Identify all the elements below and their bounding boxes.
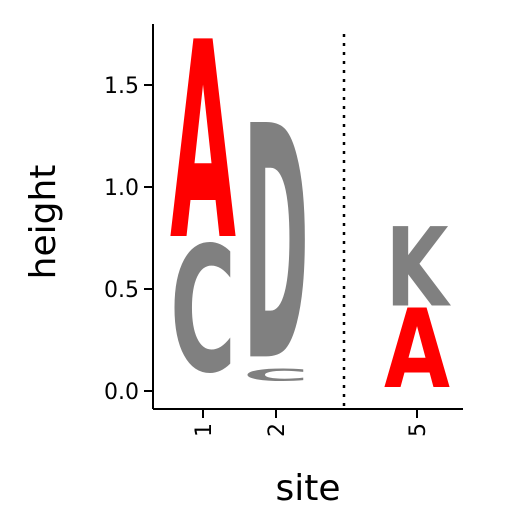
logo-letter-k: K xyxy=(385,205,451,332)
y-ticks: 0.0 0.5 1.0 1.5 xyxy=(104,74,153,405)
logo-letter-a: A xyxy=(170,0,236,301)
x-tick-label: 1 xyxy=(192,423,217,437)
x-axis-label: site xyxy=(275,468,340,509)
x-tick-label: 5 xyxy=(406,423,431,437)
logo-letter-c: C xyxy=(243,366,309,385)
y-tick-label: 0.0 xyxy=(104,380,139,405)
y-tick-label: 1.0 xyxy=(104,176,139,201)
x-tick-label: 2 xyxy=(265,423,290,437)
y-tick-label: 0.5 xyxy=(104,278,139,303)
logo-letter-c: C xyxy=(170,210,236,412)
logo-letter-a: A xyxy=(384,287,450,414)
y-tick-label: 1.5 xyxy=(104,74,139,99)
logo-letter-d: D xyxy=(243,60,309,433)
x-ticks: 1 2 5 xyxy=(192,409,431,437)
y-axis-label: height xyxy=(23,165,64,280)
